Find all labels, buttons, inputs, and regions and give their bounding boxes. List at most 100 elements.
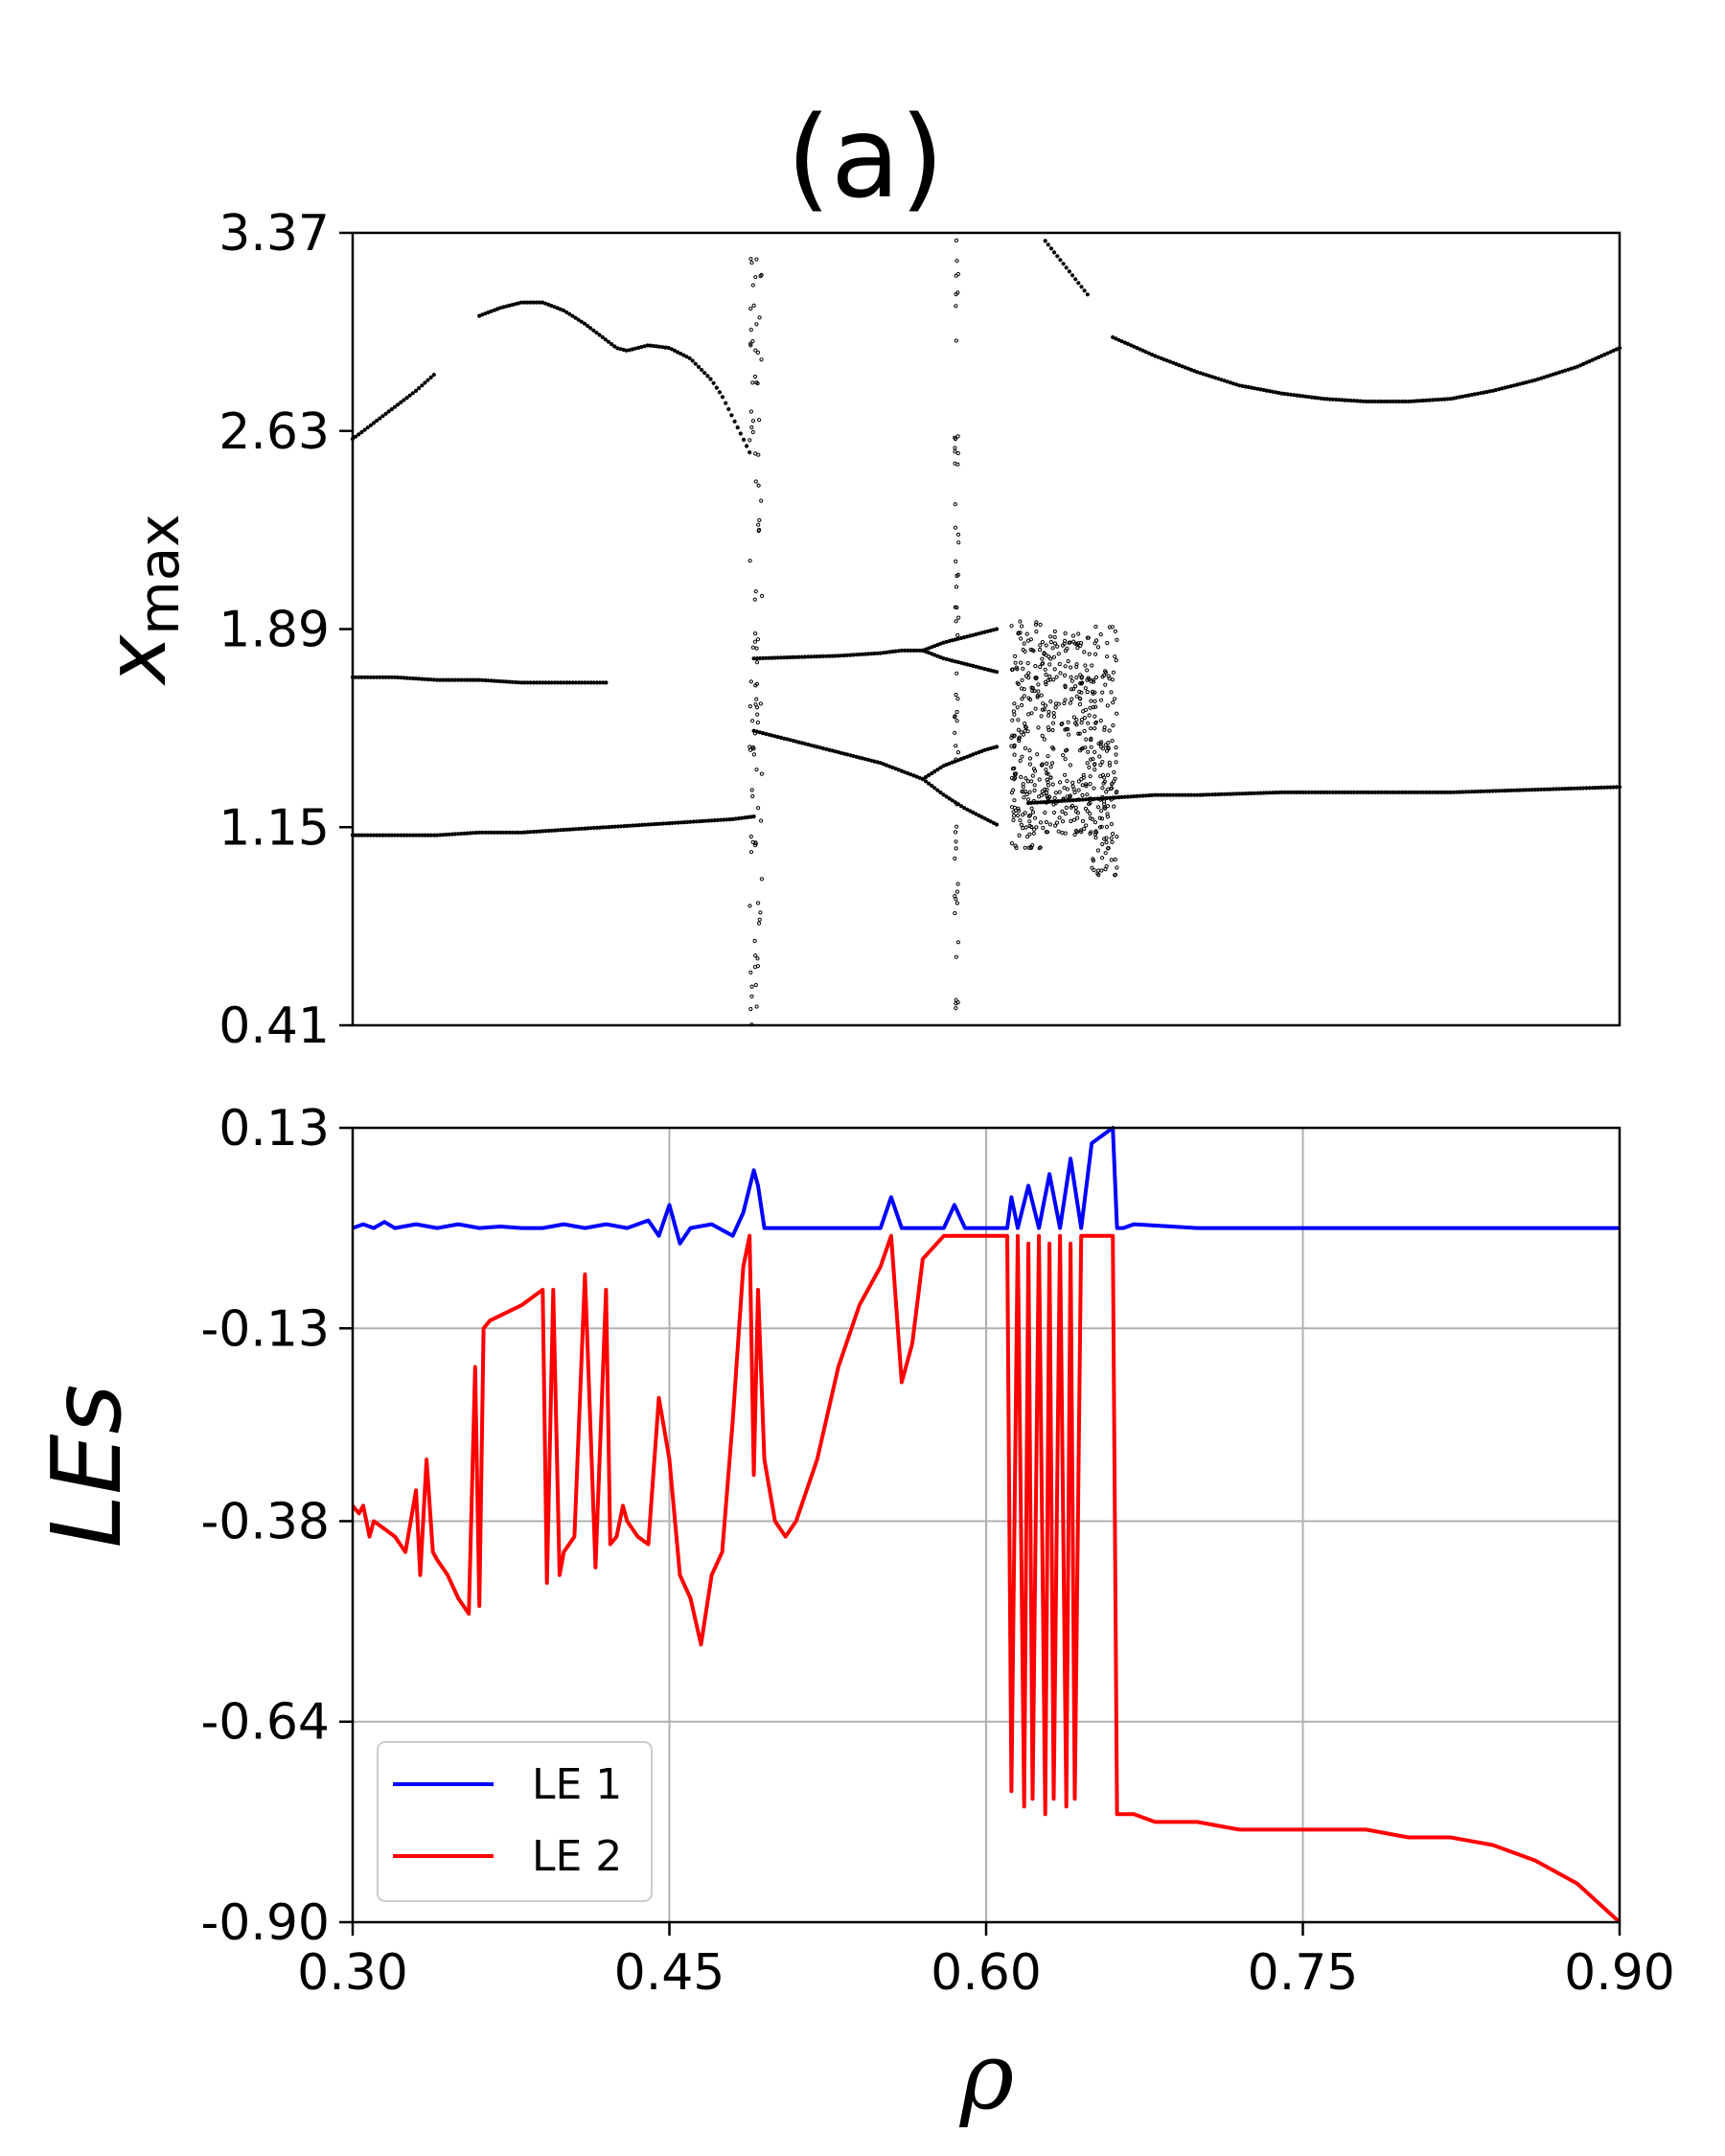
scatter-point [1052, 629, 1057, 634]
scatter-point [480, 312, 485, 317]
scatter-point [456, 677, 461, 682]
scatter-point [552, 828, 558, 833]
scatter-point [944, 794, 949, 799]
scatter-point [522, 680, 527, 685]
scatter-point [994, 822, 1000, 827]
scatter-point [1067, 269, 1071, 274]
scatter-point [1313, 395, 1318, 401]
scatter-point [954, 802, 959, 807]
scatter-point [1300, 394, 1305, 399]
scatter-point [1011, 810, 1016, 814]
scatter-point [749, 984, 754, 989]
scatter-point [1018, 758, 1023, 764]
scatter-point [1015, 705, 1020, 710]
scatter-point [1542, 375, 1547, 379]
scatter-point [1099, 809, 1104, 814]
scatter-point [603, 337, 608, 342]
scatter-point [757, 730, 763, 735]
scatter-point [1493, 789, 1498, 793]
scatter-point [748, 745, 752, 749]
scatter-point [633, 823, 639, 828]
scatter-point [498, 306, 503, 310]
scatter-point [753, 348, 758, 353]
scatter-point [365, 425, 370, 430]
scatter-point [612, 824, 617, 829]
scatter-point [1458, 790, 1462, 794]
scatter-point [414, 833, 419, 837]
scatter-point [663, 345, 668, 350]
y-tick-label: 2.63 [218, 403, 330, 461]
scatter-point [396, 675, 401, 680]
scatter-point [1201, 792, 1206, 797]
scatter-point [1167, 792, 1173, 797]
scatter-point [1063, 698, 1068, 702]
scatter-point [1083, 745, 1088, 750]
scatter-point [1114, 658, 1118, 663]
scatter-point [667, 821, 672, 826]
scatter-point [510, 830, 515, 835]
scatter-point [1590, 786, 1595, 791]
scatter-point [1107, 625, 1113, 630]
scatter-point [1479, 789, 1484, 794]
scatter-point [1264, 791, 1269, 795]
scatter-point [1369, 399, 1374, 404]
scatter-point [1036, 682, 1041, 687]
scatter-point [594, 825, 600, 830]
scatter-point [1403, 790, 1408, 795]
scatter-point [1012, 734, 1017, 739]
scatter-point [543, 301, 548, 306]
scatter-point [749, 261, 754, 265]
scatter-point [676, 820, 681, 825]
scatter-point [1103, 669, 1108, 674]
scatter-point [745, 444, 749, 448]
scatter-point [1020, 702, 1024, 708]
scatter-point [640, 822, 645, 828]
scatter-point [1575, 786, 1579, 791]
scatter-point [1034, 825, 1039, 830]
scatter-point [507, 679, 512, 684]
scatter-point [1023, 745, 1028, 751]
scatter-point [1506, 788, 1510, 793]
scatter-point [1361, 790, 1366, 795]
scatter-point [954, 585, 959, 589]
scatter-point [1295, 393, 1300, 398]
scatter-point [729, 413, 734, 418]
scatter-point [1412, 790, 1417, 795]
scatter-point [820, 654, 826, 659]
scatter-point [1069, 687, 1073, 692]
scatter-point [1093, 720, 1098, 724]
scatter-point [753, 702, 758, 707]
scatter-point [1246, 384, 1251, 390]
scatter-point [1361, 399, 1366, 403]
scatter-point [1563, 368, 1568, 373]
scatter-point [498, 830, 503, 835]
scatter-point [827, 747, 832, 752]
scatter-point [1076, 797, 1081, 802]
scatter-point [1316, 396, 1321, 401]
scatter-point [1508, 788, 1513, 793]
scatter-point [1103, 806, 1108, 811]
scatter-point [1083, 797, 1088, 802]
scatter-point [1033, 676, 1038, 680]
scatter-point [666, 345, 671, 351]
scatter-point [1088, 774, 1092, 779]
scatter-point [955, 750, 961, 755]
scatter-point [552, 305, 557, 310]
scatter-point [1031, 831, 1036, 836]
scatter-point [1298, 790, 1302, 795]
scatter-point [1210, 792, 1215, 797]
scatter-point [1114, 745, 1118, 750]
scatter-point [1112, 795, 1116, 800]
scatter-point [1034, 630, 1039, 634]
scatter-point [715, 817, 721, 823]
scatter-point [1092, 749, 1097, 755]
scatter-point [1038, 664, 1043, 670]
scatter-point [947, 796, 952, 801]
scatter-point [1077, 731, 1082, 736]
scatter-point [1080, 797, 1085, 802]
scatter-point [842, 653, 847, 658]
scatter-point [452, 832, 458, 837]
scatter-point [764, 731, 769, 737]
scatter-point [1439, 790, 1444, 795]
scatter-point [1091, 757, 1095, 762]
